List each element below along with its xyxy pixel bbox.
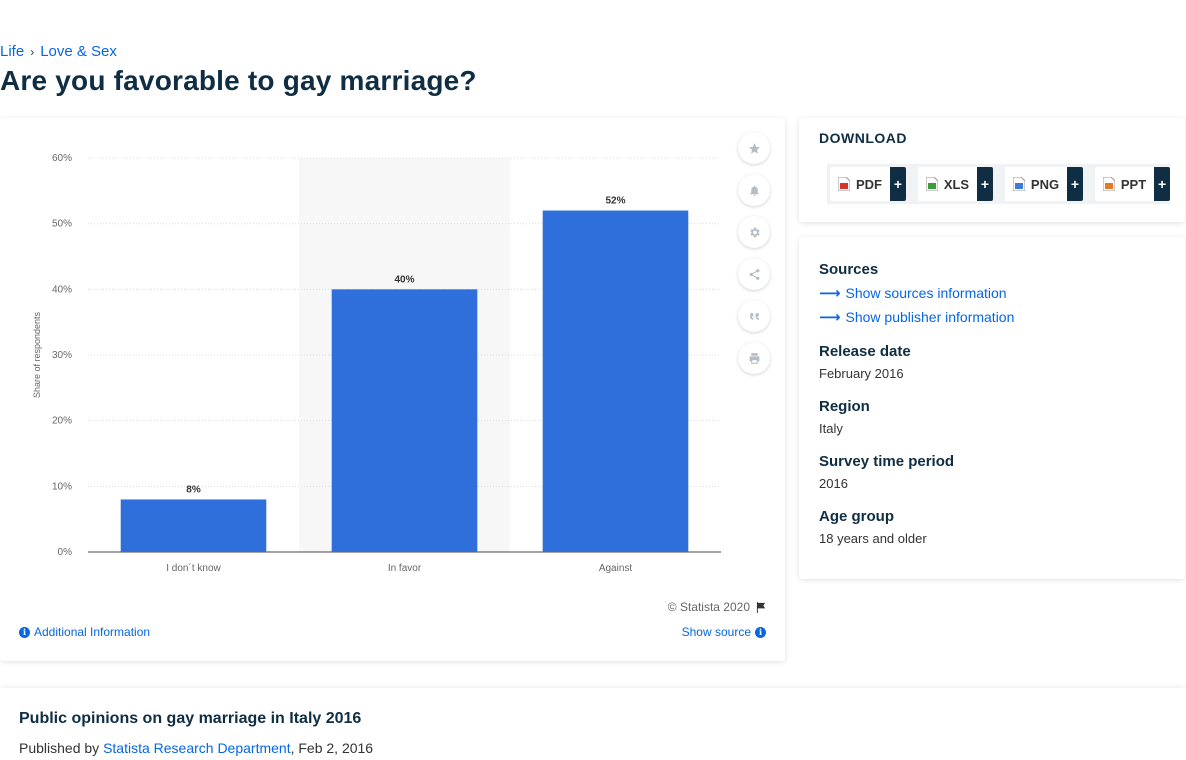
plus-icon: + (1067, 167, 1083, 201)
plus-icon: + (977, 167, 993, 201)
y-tick-label: 40% (52, 284, 72, 295)
pdf-file-icon (838, 177, 850, 191)
x-tick-label: I don´t know (166, 562, 221, 574)
bar[interactable] (121, 499, 267, 552)
bar-chart: 0% 10% 20% 30% 40% 50% 60% 8% I don´t know 40% In … (0, 118, 730, 588)
x-tick-label: In favor (388, 563, 422, 574)
show-sources-label: Show sources information (846, 285, 1007, 301)
sources-label: Sources (819, 261, 878, 278)
publication-title: Public opinions on gay marriage in Italy… (19, 710, 361, 728)
settings-gear-icon[interactable] (738, 216, 770, 248)
xls-file-icon (926, 177, 938, 191)
citation-quote-icon[interactable] (738, 300, 770, 332)
copyright: © Statista 2020 (668, 600, 767, 614)
age-group-label: Age group (819, 508, 894, 525)
show-source-label: Show source (682, 625, 751, 639)
breadcrumb-life[interactable]: Life (0, 43, 24, 60)
notification-bell-icon[interactable] (738, 174, 770, 206)
chart-toolbar (738, 132, 772, 384)
publication-date: , Feb 2, 2016 (291, 740, 374, 756)
publication-section: Public opinions on gay marriage in Italy… (0, 688, 1186, 760)
page-title: Are you favorable to gay marriage? (0, 65, 477, 97)
show-sources-link[interactable]: ⟶ Show sources information (819, 284, 1007, 302)
publisher-link[interactable]: Statista Research Department (103, 740, 291, 756)
survey-period-value: 2016 (819, 476, 848, 491)
download-ppt-button[interactable]: PPT + (1095, 167, 1170, 201)
y-tick-label: 60% (52, 153, 72, 164)
download-buttons: PDF + XLS + PNG + PPT + (827, 164, 1170, 204)
show-source-link[interactable]: Show source i (682, 625, 766, 639)
download-xls-button[interactable]: XLS + (918, 167, 993, 201)
x-tick-label: Against (599, 563, 633, 574)
y-tick-label: 20% (52, 416, 72, 427)
y-tick-label: 30% (52, 350, 72, 361)
arrow-right-icon: ⟶ (819, 308, 841, 326)
download-card: DOWNLOAD PDF + XLS + PNG + PPT + (799, 118, 1185, 222)
data-label: 8% (186, 484, 201, 495)
flag-icon[interactable] (756, 602, 767, 613)
download-format-label: PPT (1121, 177, 1154, 192)
info-icon: i (19, 627, 30, 638)
info-icon: i (755, 627, 766, 638)
survey-period-label: Survey time period (819, 453, 954, 470)
download-format-label: XLS (944, 177, 977, 192)
arrow-right-icon: ⟶ (819, 284, 841, 302)
plus-icon: + (1154, 167, 1170, 201)
age-group-value: 18 years and older (819, 531, 927, 546)
additional-information-link[interactable]: i Additional Information (19, 625, 150, 639)
published-by: Published by Statista Research Departmen… (19, 740, 373, 756)
breadcrumb-separator-icon: › (30, 45, 34, 59)
png-file-icon (1013, 177, 1025, 191)
favorite-star-icon[interactable] (738, 132, 770, 164)
download-png-button[interactable]: PNG + (1005, 167, 1083, 201)
additional-information-label: Additional Information (34, 625, 150, 639)
y-tick-label: 10% (52, 481, 72, 492)
release-date-value: February 2016 (819, 366, 904, 381)
download-title: DOWNLOAD (819, 130, 907, 146)
chart-card: 0% 10% 20% 30% 40% 50% 60% 8% I don´t know 40% In … (0, 118, 785, 661)
show-publisher-link[interactable]: ⟶ Show publisher information (819, 308, 1014, 326)
breadcrumb-love-sex[interactable]: Love & Sex (40, 43, 117, 60)
bar[interactable] (332, 289, 478, 552)
y-tick-label: 0% (58, 547, 73, 558)
data-label: 40% (394, 274, 414, 285)
data-label: 52% (605, 196, 625, 207)
y-tick-label: 50% (52, 219, 72, 230)
share-icon[interactable] (738, 258, 770, 290)
published-by-prefix: Published by (19, 740, 99, 756)
plus-icon: + (890, 167, 906, 201)
print-icon[interactable] (738, 342, 770, 374)
region-label: Region (819, 398, 870, 415)
download-format-label: PNG (1031, 177, 1067, 192)
breadcrumb: Life › Love & Sex (0, 43, 117, 60)
y-axis-label: Share of respondents (32, 311, 42, 398)
download-format-label: PDF (856, 177, 890, 192)
region-value: Italy (819, 421, 843, 436)
ppt-file-icon (1103, 177, 1115, 191)
show-publisher-label: Show publisher information (846, 309, 1015, 325)
download-pdf-button[interactable]: PDF + (830, 167, 906, 201)
info-card: Sources ⟶ Show sources information ⟶ Sho… (799, 237, 1185, 579)
copyright-text: © Statista 2020 (668, 600, 750, 614)
bar[interactable] (543, 211, 689, 552)
release-date-label: Release date (819, 343, 911, 360)
